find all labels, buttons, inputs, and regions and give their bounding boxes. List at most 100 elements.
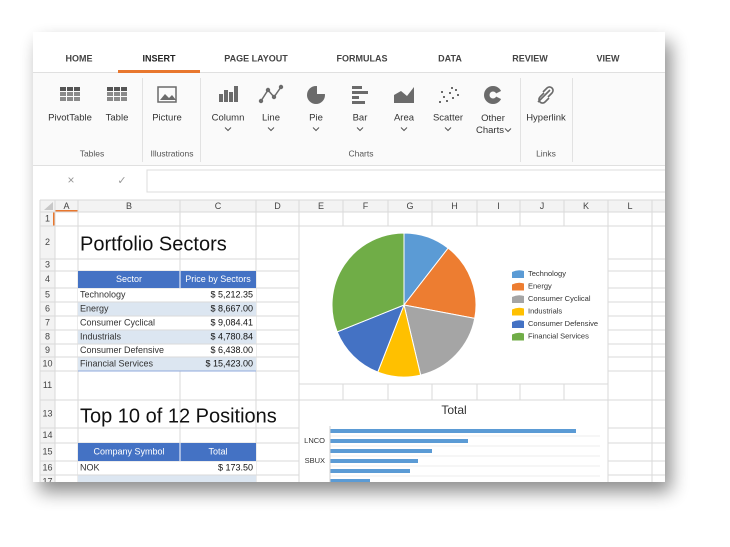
button-icon bbox=[107, 87, 127, 101]
ribbon-button-label[interactable]: Line bbox=[262, 113, 280, 124]
legend-label: Consumer Defensive bbox=[528, 319, 598, 328]
column-header: C bbox=[215, 201, 222, 211]
tab-border bbox=[33, 72, 665, 73]
icon-part bbox=[352, 96, 359, 99]
table-row bbox=[78, 288, 256, 302]
table-header-cell: Total bbox=[208, 446, 227, 456]
ribbon-button-label[interactable]: Pie bbox=[309, 113, 323, 124]
icon-part bbox=[493, 90, 503, 100]
ribbon-button-label[interactable]: Bar bbox=[353, 113, 368, 124]
table-row bbox=[78, 475, 256, 482]
icon-part bbox=[157, 86, 177, 103]
button-icon bbox=[537, 86, 554, 104]
column-header: B bbox=[126, 201, 132, 211]
sheet-title: Top 10 of 12 Positions bbox=[80, 405, 277, 427]
group-label: Illustrations bbox=[151, 148, 194, 158]
legend-swatch bbox=[512, 270, 524, 278]
active-cell-indicator bbox=[55, 210, 78, 212]
group-separator bbox=[520, 78, 521, 162]
button-icon bbox=[60, 87, 80, 101]
table-cell: $ 173.50 bbox=[218, 462, 253, 472]
bar bbox=[330, 469, 410, 473]
cancel-button[interactable]: × bbox=[67, 173, 74, 187]
ribbon-button-label[interactable]: Scatter bbox=[433, 113, 463, 124]
icon-part bbox=[121, 92, 127, 96]
icon-part bbox=[449, 92, 451, 94]
column-header-bar bbox=[40, 200, 665, 212]
bar-category-label: SBUX bbox=[305, 456, 325, 465]
column-header: E bbox=[318, 201, 324, 211]
icon-part bbox=[121, 87, 127, 91]
pie-slice bbox=[403, 247, 477, 319]
icon-part bbox=[67, 97, 73, 101]
icon-part bbox=[537, 86, 554, 104]
group-label: Tables bbox=[80, 148, 105, 158]
tab[interactable]: DATA bbox=[438, 53, 462, 63]
icon-part bbox=[271, 94, 277, 100]
table-row bbox=[78, 316, 256, 330]
confirm-button[interactable]: ✓ bbox=[117, 175, 126, 187]
icon-part bbox=[107, 92, 113, 96]
formula-input[interactable] bbox=[146, 169, 677, 193]
table-header bbox=[78, 443, 256, 461]
dropdown-chevron bbox=[400, 127, 408, 132]
icon-part bbox=[446, 100, 448, 102]
table-cell: $ 9,084.41 bbox=[210, 317, 253, 327]
row-header: 4 bbox=[45, 274, 50, 284]
legend-swatch bbox=[512, 295, 524, 303]
tab[interactable]: VIEW bbox=[596, 53, 620, 63]
active-tab-underline bbox=[118, 70, 200, 73]
button-icon bbox=[307, 85, 326, 104]
table-header-cell: Company Symbol bbox=[93, 446, 164, 456]
icon-part bbox=[439, 101, 441, 103]
tab[interactable]: FORMULAS bbox=[337, 53, 388, 63]
ribbon-button-label[interactable]: Table bbox=[106, 113, 129, 124]
tab[interactable]: INSERT bbox=[142, 53, 176, 63]
table-cell: Consumer Defensive bbox=[80, 345, 164, 355]
icon-part bbox=[224, 90, 228, 102]
icon-part bbox=[114, 97, 120, 101]
table-cell: $ 8,667.00 bbox=[210, 303, 253, 313]
ribbon-button-label[interactable]: PivotTable bbox=[48, 113, 92, 124]
icon-part bbox=[352, 86, 362, 89]
group-label: Links bbox=[536, 148, 556, 158]
table-cell: $ 5,212.35 bbox=[210, 289, 253, 299]
column-header: D bbox=[274, 201, 281, 211]
row-header: 1 bbox=[45, 213, 50, 223]
bar bbox=[330, 479, 370, 482]
column-header: F bbox=[363, 201, 369, 211]
column-header: L bbox=[627, 201, 632, 211]
dropdown-chevron bbox=[444, 127, 452, 132]
table-cell: NOK bbox=[80, 462, 100, 472]
icon-part bbox=[229, 92, 233, 102]
ribbon-button-label[interactable]: Column bbox=[212, 113, 245, 124]
row-header: 16 bbox=[42, 462, 52, 472]
pie-slice bbox=[331, 232, 405, 333]
ribbon-button-label[interactable]: Other Charts bbox=[476, 113, 505, 136]
table-row bbox=[78, 461, 256, 475]
table-cell: $ 6,438.00 bbox=[210, 345, 253, 355]
icon-part bbox=[258, 98, 264, 104]
ribbon-button-label[interactable]: Hyperlink bbox=[526, 113, 566, 124]
table-cell: Energy bbox=[80, 303, 109, 313]
button-icon bbox=[219, 86, 238, 102]
tab[interactable]: HOME bbox=[66, 53, 93, 63]
tab[interactable]: REVIEW bbox=[512, 53, 548, 63]
legend-label: Consumer Cyclical bbox=[528, 294, 591, 303]
icon-part bbox=[219, 94, 223, 102]
legend-swatch bbox=[512, 332, 524, 341]
row-header: 13 bbox=[42, 408, 52, 418]
bar bbox=[330, 459, 418, 463]
row-header: 9 bbox=[45, 345, 50, 355]
ribbon-button-label[interactable]: Area bbox=[394, 113, 415, 124]
legend-label: Industrials bbox=[528, 306, 562, 315]
ribbon-button-label[interactable]: Picture bbox=[152, 113, 182, 124]
row-header: 2 bbox=[45, 237, 50, 247]
sheet-title: Portfolio Sectors bbox=[80, 233, 227, 255]
table-cell: $ 15,423.00 bbox=[205, 358, 253, 368]
table-cell: Technology bbox=[80, 289, 126, 299]
dropdown-chevron bbox=[356, 127, 364, 132]
tab[interactable]: PAGE LAYOUT bbox=[224, 53, 288, 63]
button-icon bbox=[484, 86, 503, 104]
icon-part bbox=[74, 97, 80, 101]
